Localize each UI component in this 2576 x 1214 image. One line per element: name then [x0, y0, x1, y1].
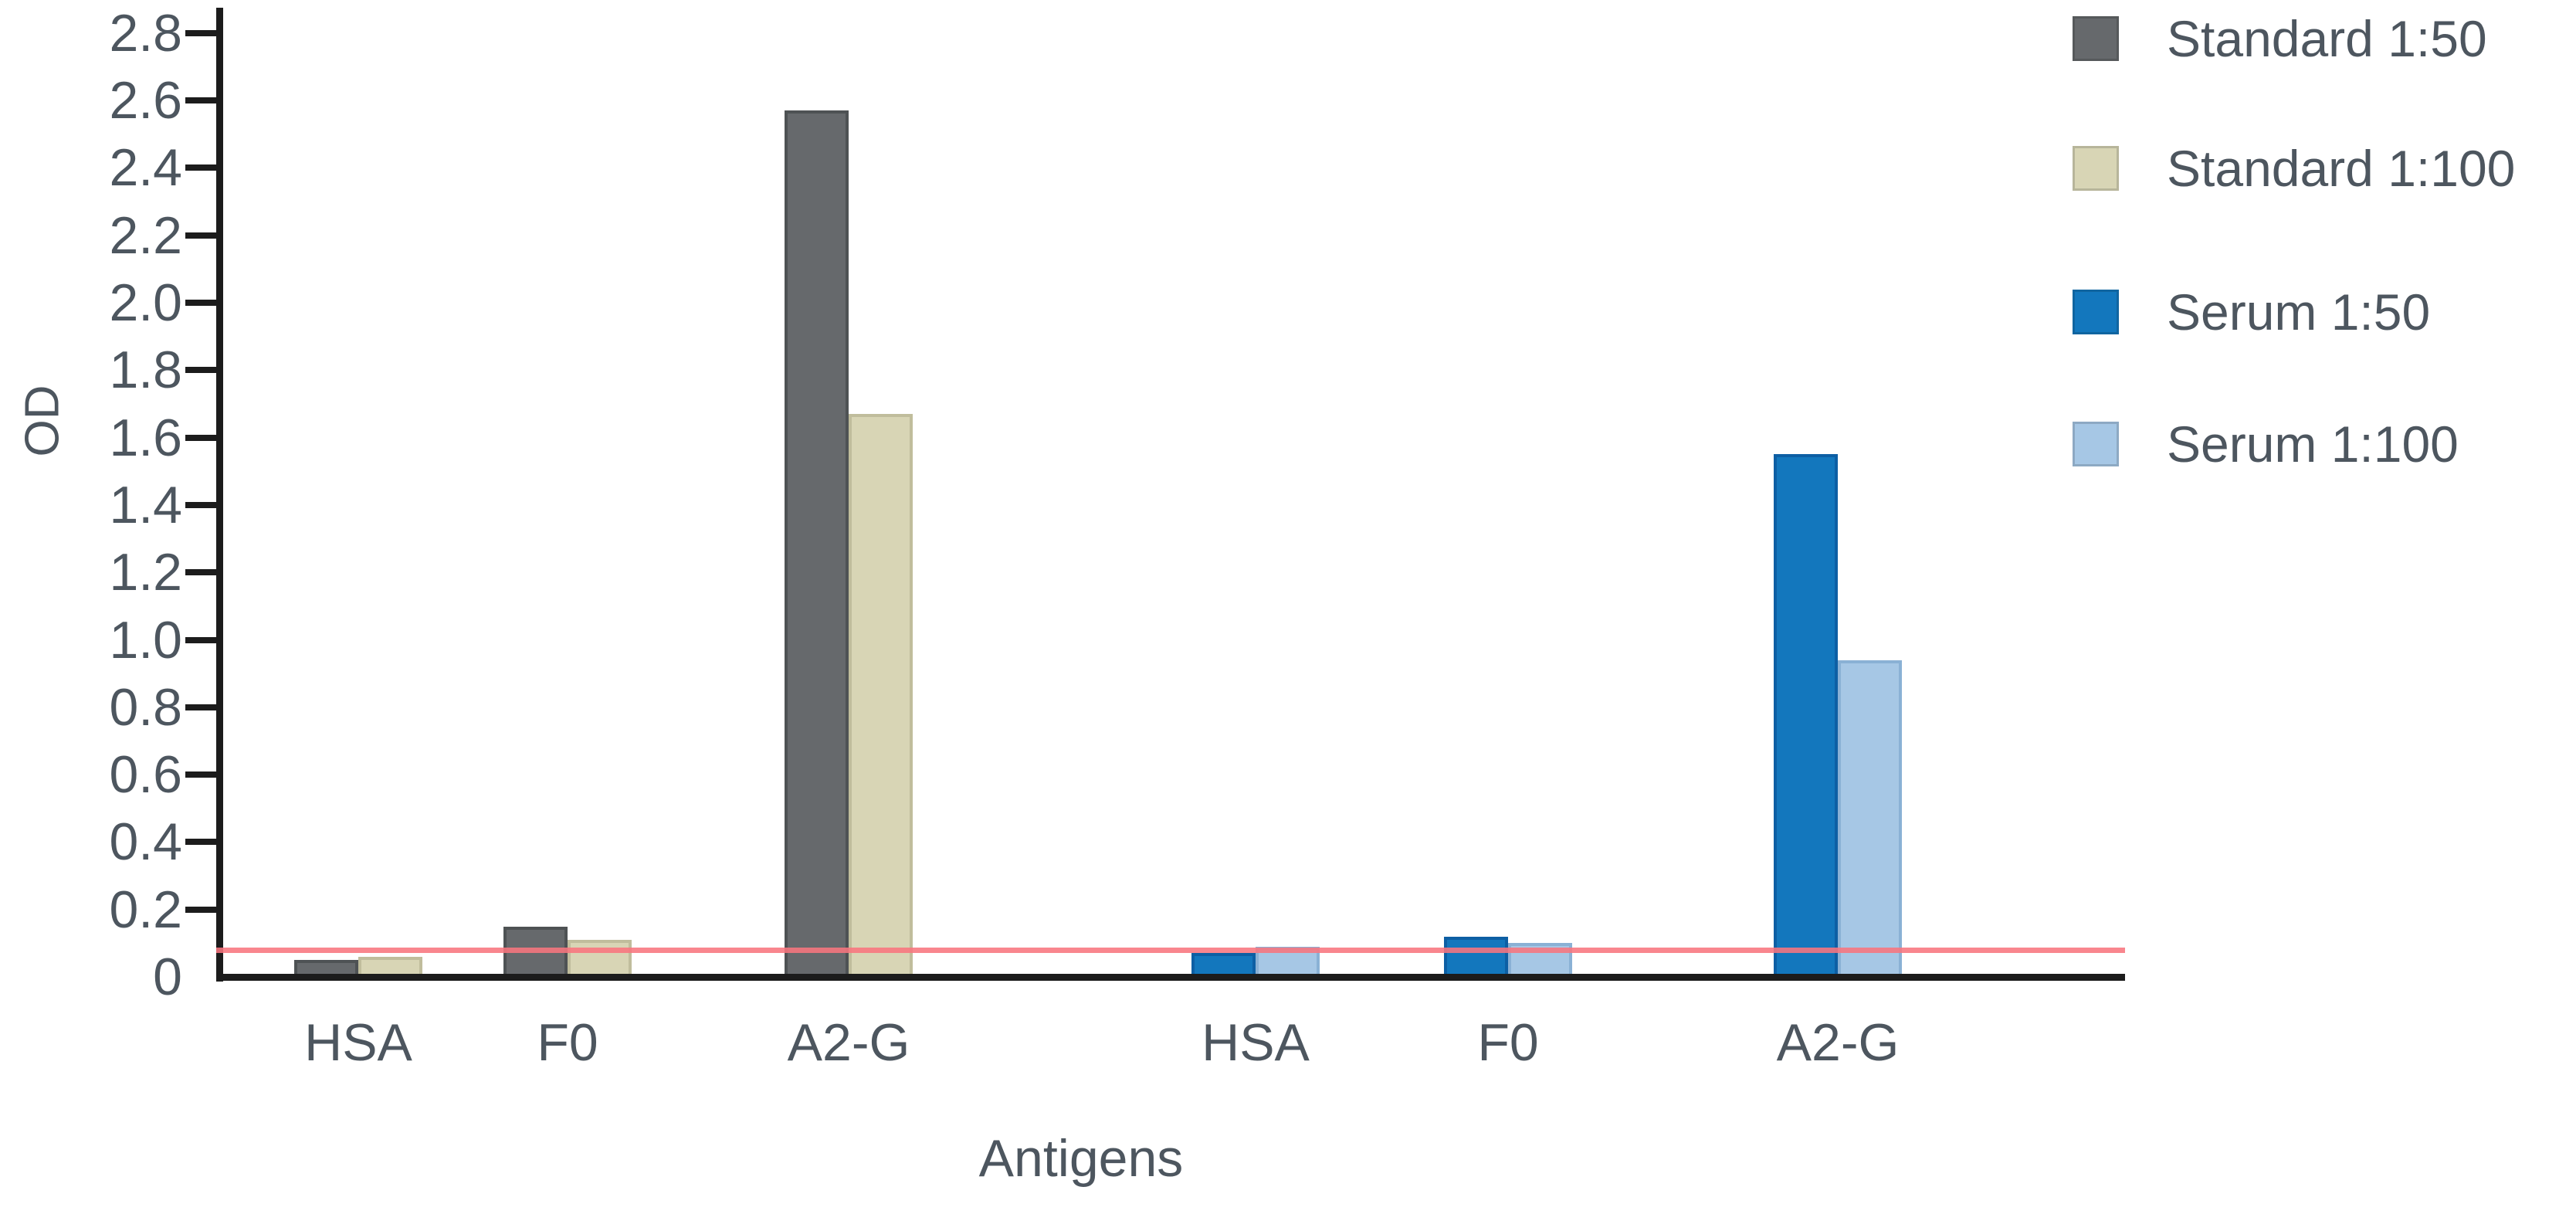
- cutoff-line: [216, 948, 2125, 953]
- legend-item: Standard 1:50: [2073, 13, 2487, 64]
- legend-item: Serum 1:50: [2073, 287, 2430, 337]
- y-tick-label: 2.2: [109, 206, 182, 265]
- legend-label: Serum 1:50: [2167, 283, 2431, 341]
- y-tick: [185, 435, 223, 441]
- x-category-label: HSA: [1202, 1013, 1310, 1072]
- legend-swatch: [2073, 16, 2119, 61]
- y-tick-label: 2.8: [109, 4, 182, 63]
- x-category-label: A2-G: [1776, 1013, 1900, 1072]
- y-tick: [185, 164, 223, 171]
- y-tick-label: 2.4: [109, 138, 182, 197]
- y-tick-label: 0: [153, 948, 182, 1006]
- bar-standard-1-50-a2-g: [785, 110, 849, 980]
- y-tick-label: 2.0: [109, 273, 182, 332]
- legend-item: Standard 1:100: [2073, 143, 2515, 194]
- x-category-label: F0: [537, 1013, 598, 1072]
- y-tick: [185, 569, 223, 575]
- x-axis-line: [216, 974, 2125, 981]
- bar-serum-1-100-a2-g: [1838, 660, 1902, 980]
- y-tick-label: 2.6: [109, 71, 182, 130]
- y-tick: [185, 300, 223, 306]
- y-tick: [185, 704, 223, 710]
- y-tick-label: 1.6: [109, 409, 182, 467]
- bar-standard-1-50-f0: [503, 927, 568, 980]
- legend-swatch: [2073, 146, 2119, 191]
- y-tick: [185, 30, 223, 36]
- y-tick-label: 0.8: [109, 678, 182, 737]
- y-tick-label: 1.2: [109, 543, 182, 602]
- y-tick: [185, 637, 223, 643]
- y-tick-label: 0.2: [109, 880, 182, 939]
- y-tick: [185, 97, 223, 103]
- x-category-label: A2-G: [787, 1013, 910, 1072]
- bar-serum-1-50-f0: [1444, 937, 1508, 980]
- y-tick-label: 1.8: [109, 341, 182, 399]
- y-tick: [185, 367, 223, 373]
- y-tick: [185, 839, 223, 845]
- legend-swatch: [2073, 290, 2119, 334]
- legend-item: Serum 1:100: [2073, 419, 2459, 470]
- y-tick: [185, 907, 223, 913]
- x-category-label: HSA: [304, 1013, 412, 1072]
- y-tick-label: 0.6: [109, 745, 182, 804]
- legend-label: Standard 1:50: [2167, 10, 2487, 67]
- y-tick: [185, 771, 223, 778]
- x-category-label: F0: [1477, 1013, 1539, 1072]
- y-tick-label: 1.0: [109, 611, 182, 670]
- bar-standard-1-100-a2-g: [849, 414, 913, 980]
- y-tick: [185, 232, 223, 239]
- legend-swatch: [2073, 422, 2119, 466]
- legend-label: Serum 1:100: [2167, 415, 2459, 473]
- y-tick: [185, 502, 223, 508]
- bar-serum-1-50-a2-g: [1774, 454, 1838, 980]
- y-axis-line: [216, 8, 223, 982]
- x-axis-title: Antigens: [978, 1129, 1184, 1188]
- y-tick-label: 0.4: [109, 812, 182, 871]
- bar-standard-1-100-f0: [568, 940, 632, 980]
- legend-label: Standard 1:100: [2167, 140, 2516, 197]
- y-tick-label: 1.4: [109, 476, 182, 534]
